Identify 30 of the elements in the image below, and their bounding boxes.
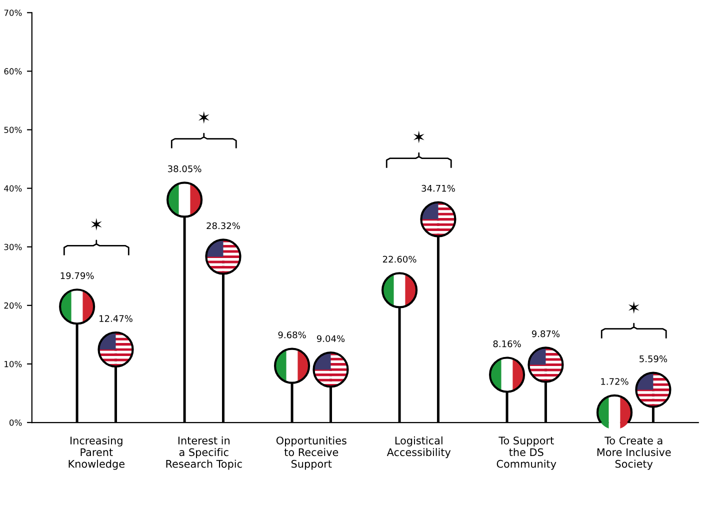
data-label: 34.71% — [422, 184, 455, 192]
y-tick-label: 50% — [4, 126, 22, 134]
data-label: 38.05% — [168, 165, 202, 172]
x-tick-label: To Create a More Inclusive Society — [597, 436, 671, 470]
annotation: ✶ — [413, 130, 424, 144]
y-tick-label: 30% — [4, 244, 22, 250]
data-label: 28.32% — [206, 222, 240, 230]
data-label: 12.47% — [100, 315, 132, 322]
annotation: ✶ — [628, 301, 640, 314]
annotation: ✶ — [198, 111, 210, 124]
data-label: 5.59% — [640, 355, 668, 362]
y-tick-label: 20% — [4, 302, 22, 309]
x-tick-label: Increasing Parent Knowledge — [68, 436, 124, 470]
x-tick-label: Opportunities to Receive Support — [276, 436, 346, 470]
x-tick-label: Interest in a Specific Research Topic — [166, 436, 242, 470]
annotation: ✶ — [90, 218, 102, 231]
data-label: 22.60% — [382, 256, 416, 263]
x-tick-label: To Support the DS Community — [496, 436, 556, 470]
data-label: 9.87% — [532, 330, 560, 338]
data-label: 8.16% — [493, 340, 521, 348]
y-tick-label: 10% — [4, 360, 22, 368]
y-tick-label: 60% — [4, 68, 22, 74]
x-tick-label: Logistical Accessibility — [386, 436, 451, 458]
data-label: 19.79% — [60, 272, 94, 280]
data-label: 9.68% — [278, 331, 306, 338]
y-tick-label: 0% — [10, 419, 22, 426]
y-tick-label: 70% — [4, 10, 22, 16]
data-label: 1.72% — [601, 378, 628, 385]
data-label: 9.04% — [316, 335, 345, 342]
y-tick-label: 40% — [4, 185, 22, 192]
